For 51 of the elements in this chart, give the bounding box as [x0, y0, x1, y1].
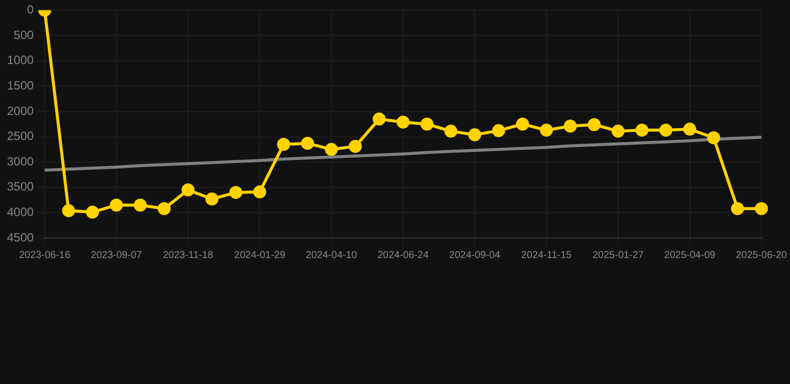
y-tick-label: 4000 — [6, 205, 34, 219]
point — [158, 202, 171, 216]
point — [372, 112, 386, 126]
point — [110, 198, 123, 212]
point — [253, 185, 266, 198]
point — [468, 128, 482, 142]
x-tick-label: 2024-11-15 — [521, 250, 572, 261]
point — [516, 118, 530, 131]
point — [134, 198, 147, 212]
point — [564, 120, 577, 133]
x-tick-label: 2023-11-18 — [162, 250, 214, 261]
y-tick-label: 3500 — [6, 180, 34, 194]
point — [277, 138, 290, 151]
point — [205, 192, 218, 206]
point — [754, 202, 768, 216]
point — [396, 116, 410, 129]
point — [444, 124, 458, 138]
y-tick-label: 2500 — [6, 129, 34, 144]
point — [659, 124, 672, 137]
point — [182, 183, 195, 196]
y-tick-label: 1500 — [6, 78, 34, 92]
y-tick-label: 4500 — [6, 230, 34, 244]
x-tick-label: 2025-04-09 — [664, 250, 716, 261]
x-tick-label: 2024-06-24 — [377, 250, 430, 261]
point — [324, 142, 338, 156]
x-tick-label: 2024-04-10 — [306, 250, 358, 261]
y-tick-label: 500 — [14, 28, 34, 42]
x-tick-label: 2023-06-16 — [19, 250, 71, 261]
y-tick-label: 1000 — [6, 53, 34, 68]
x-tick-label: 2024-09-04 — [449, 250, 501, 261]
point — [540, 124, 553, 137]
point — [612, 124, 625, 138]
point — [86, 206, 99, 219]
point — [420, 118, 434, 131]
point — [492, 124, 506, 138]
y-tick-label: 3000 — [6, 154, 34, 168]
point — [348, 140, 362, 153]
point — [635, 124, 648, 137]
x-tick-label: 2025-06-20 — [736, 250, 788, 261]
y-tick-label: 2000 — [6, 104, 34, 118]
point — [62, 204, 76, 218]
point — [683, 122, 696, 136]
y-tick-label: 0 — [27, 2, 34, 17]
point — [707, 131, 720, 144]
point — [229, 186, 242, 199]
point — [588, 118, 601, 132]
point — [731, 202, 744, 216]
x-tick-label: 2023-09-07 — [90, 250, 142, 261]
x-tick-label: 2025-01-27 — [592, 250, 644, 261]
x-tick-label: 2024-01-29 — [234, 250, 286, 261]
point — [300, 136, 314, 150]
